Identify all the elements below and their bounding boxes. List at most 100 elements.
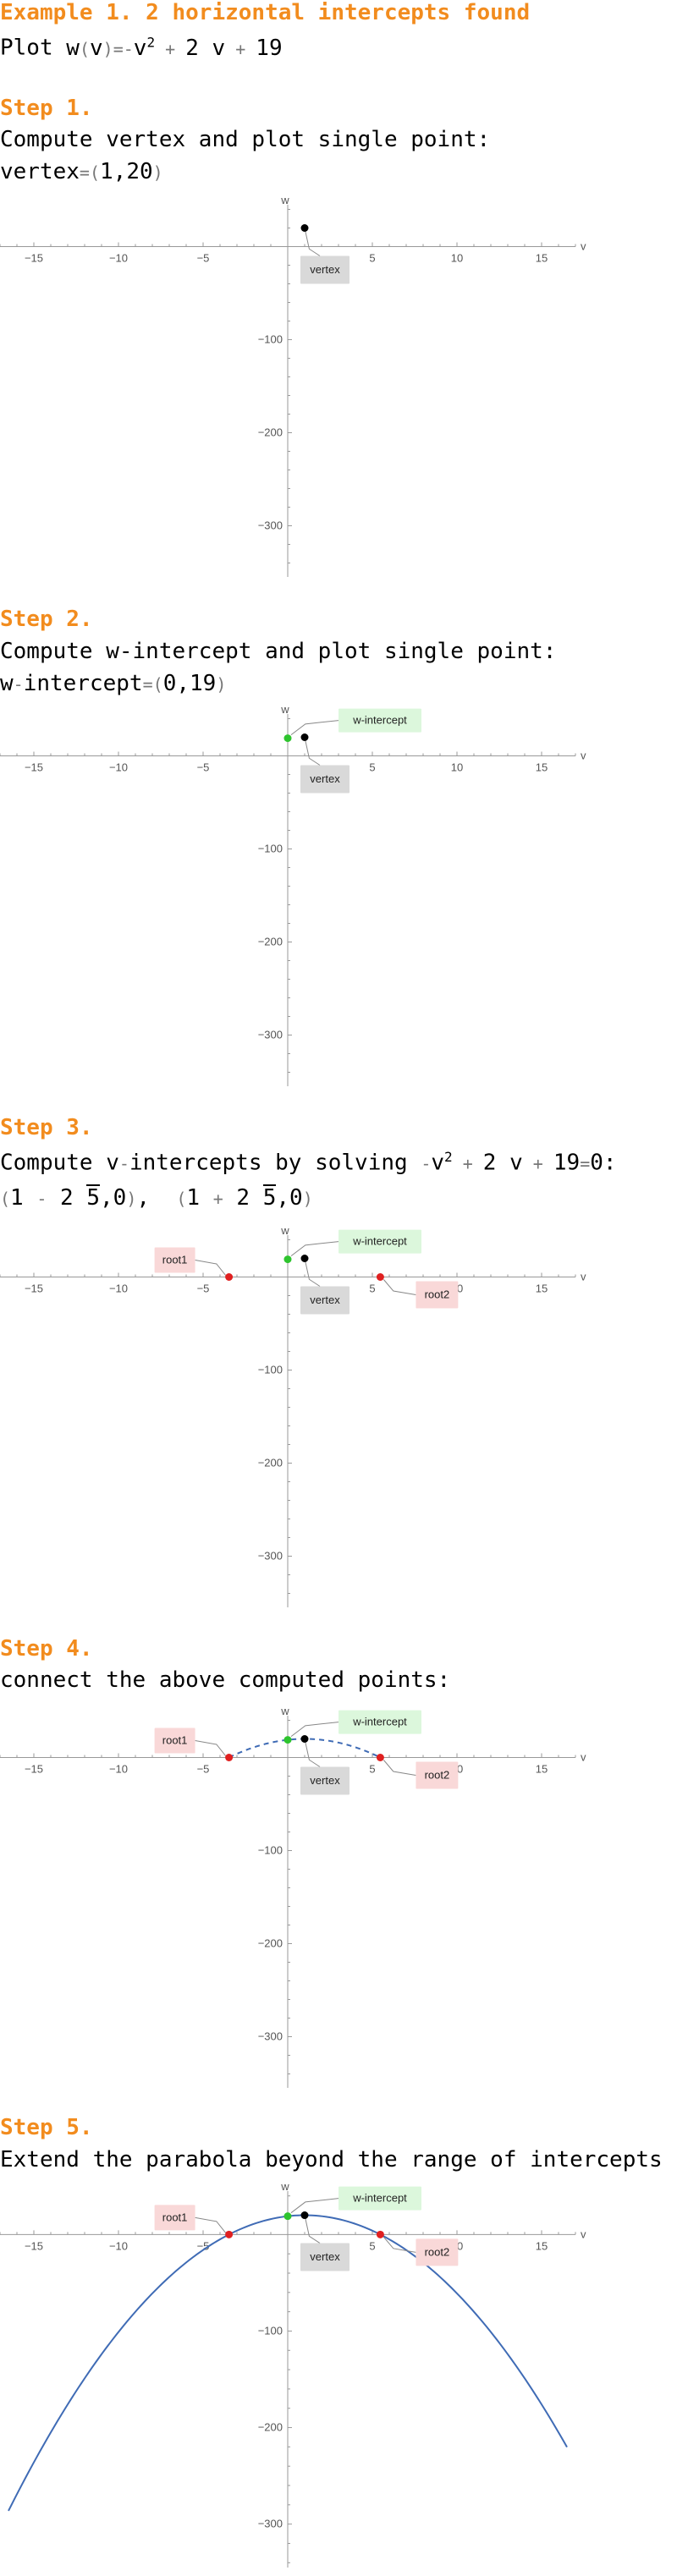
x-tick-label: 5 xyxy=(369,252,375,265)
root1-leader xyxy=(195,1260,226,1276)
x-tick-label: −5 xyxy=(197,2239,210,2252)
function-prefix: Plot xyxy=(0,35,67,61)
root1-label-box xyxy=(154,1727,195,1754)
step-4-text: connect the above computed points: xyxy=(0,1667,451,1693)
step-5-label: Step 5. xyxy=(0,2115,93,2140)
w-intercept-label: w-intercept xyxy=(352,2192,407,2205)
y-tick-label: −100 xyxy=(258,1364,283,1376)
x-axis-label: v xyxy=(581,2227,586,2240)
x-tick-label: −15 xyxy=(25,761,43,774)
x-tick-label: −15 xyxy=(25,252,43,265)
x-tick-label: −10 xyxy=(109,2239,128,2252)
root2-label: root2 xyxy=(425,1288,450,1301)
w-intercept-label-box xyxy=(338,1710,421,1734)
x-tick-label: −15 xyxy=(25,2239,43,2252)
y-tick-label: −200 xyxy=(258,1457,283,1469)
step-1-label: Step 1. xyxy=(0,96,93,121)
x-tick-label: 15 xyxy=(536,2239,548,2252)
x-tick-label: 5 xyxy=(369,2239,375,2252)
x-tick-label: −5 xyxy=(197,761,210,774)
x-tick-label: 15 xyxy=(536,252,548,265)
w-intercept-point xyxy=(283,1736,292,1744)
vertex-leader xyxy=(304,2215,321,2244)
x-axis-label: v xyxy=(581,750,586,762)
y-tick-label: −300 xyxy=(258,2518,283,2530)
step-2-label: Step 2. xyxy=(0,607,93,632)
w-intercept-label-box xyxy=(338,1229,421,1254)
vertex-label: vertex xyxy=(310,1774,340,1787)
x-tick-label: 15 xyxy=(536,1283,548,1295)
x-tick-label: 5 xyxy=(369,1283,375,1295)
x-tick-label: 15 xyxy=(536,1763,548,1776)
y-axis-label: w xyxy=(280,195,289,206)
step-2-result: w-intercept=(0,19) xyxy=(0,671,227,696)
x-axis-label: v xyxy=(581,240,586,253)
x-tick-label: 15 xyxy=(536,761,548,774)
vertex-point xyxy=(300,2211,309,2220)
x-tick-label: −15 xyxy=(25,1283,43,1295)
y-tick-label: −100 xyxy=(258,1844,283,1857)
x-axis-label: v xyxy=(581,1751,586,1764)
y-tick-label: −100 xyxy=(258,333,283,346)
w-intercept-label-box xyxy=(338,2186,421,2211)
w-intercept-label: w-intercept xyxy=(352,1716,407,1728)
x-tick-label: −5 xyxy=(197,252,210,265)
w-intercept-leader xyxy=(290,2198,339,2214)
vertex-point xyxy=(300,1255,309,1262)
y-axis-label: w xyxy=(280,2181,289,2193)
vertex-label-box xyxy=(300,255,350,284)
root2-point xyxy=(376,1754,384,1761)
y-tick-label: −100 xyxy=(258,843,283,855)
function-line: Plot w(v)=-v2 + 2 v + 19 xyxy=(0,34,283,61)
chart-step-4: −15−10−551015−100−200−300vwroot1w-interc… xyxy=(0,1705,586,2088)
vertex-label-box xyxy=(300,2243,350,2271)
root1-label: root1 xyxy=(162,2211,188,2223)
vertex-point xyxy=(300,1735,309,1743)
w-intercept-point xyxy=(283,734,292,743)
w-intercept-label: w-intercept xyxy=(352,1235,407,1248)
step-3-text: Compute v-intercepts by solving -v2 + 2 … xyxy=(0,1149,617,1176)
x-tick-label: −5 xyxy=(197,1283,210,1295)
vertex-leader xyxy=(304,737,321,766)
w-intercept-point xyxy=(283,1255,292,1264)
x-tick-label: −10 xyxy=(109,1763,128,1776)
vertex-point xyxy=(300,224,309,232)
vertex-leader xyxy=(304,228,321,256)
root1-label: root1 xyxy=(162,1254,188,1266)
function-expression: w(v)=-v2 + 2 v + 19 xyxy=(66,34,283,61)
chart-step-1: −15 −10 −5 5 10 15 −100 −200 −300 v w vertex xyxy=(0,195,586,577)
root1-label-box xyxy=(154,2205,195,2231)
root2-label-box xyxy=(416,2238,459,2266)
root1-point xyxy=(225,1273,234,1281)
root2-label-box xyxy=(416,1761,459,1789)
root1-label-box xyxy=(154,1247,195,1273)
vertex-label-box xyxy=(300,1766,350,1795)
x-tick-label: −10 xyxy=(109,761,128,774)
x-tick-label: −15 xyxy=(25,1763,43,1776)
x-tick-label: −10 xyxy=(109,252,128,265)
y-tick-label: −300 xyxy=(258,1029,283,1041)
root2-label-box xyxy=(416,1281,459,1309)
y-tick-label: −300 xyxy=(258,2030,283,2043)
chart-step-3: −15−10−551015−100−200−300vwroot1w-interc… xyxy=(0,1225,586,1607)
y-tick-label: −200 xyxy=(258,936,283,948)
step-3-roots: (1 - 2 5,0), (1 + 2 5,0) xyxy=(0,1184,313,1211)
root1-label: root1 xyxy=(162,1734,188,1747)
w-intercept-leader xyxy=(290,1241,339,1256)
root1-point xyxy=(225,1754,234,1761)
root2-leader xyxy=(383,1279,416,1295)
vertex-label: vertex xyxy=(310,2250,340,2263)
y-tick-label: −200 xyxy=(258,2421,283,2434)
w-intercept-label: w-intercept xyxy=(352,714,407,727)
vertex-label: vertex xyxy=(310,772,340,785)
vertex-label-box xyxy=(300,1286,350,1315)
y-tick-label: −300 xyxy=(258,1550,283,1563)
w-intercept-leader xyxy=(290,1722,339,1737)
y-tick-label: −300 xyxy=(258,519,283,532)
chart-step-2: −15 −10 −5 5 10 15 −100 −200 −300 v w w-intercept ve… xyxy=(0,704,586,1086)
y-tick-label: −200 xyxy=(258,426,283,439)
root2-label: root2 xyxy=(425,1769,450,1782)
w-intercept-point xyxy=(283,2212,292,2221)
vertex-label: vertex xyxy=(310,1293,340,1306)
step-5-text: Extend the parabola beyond the range of … xyxy=(0,2147,663,2172)
